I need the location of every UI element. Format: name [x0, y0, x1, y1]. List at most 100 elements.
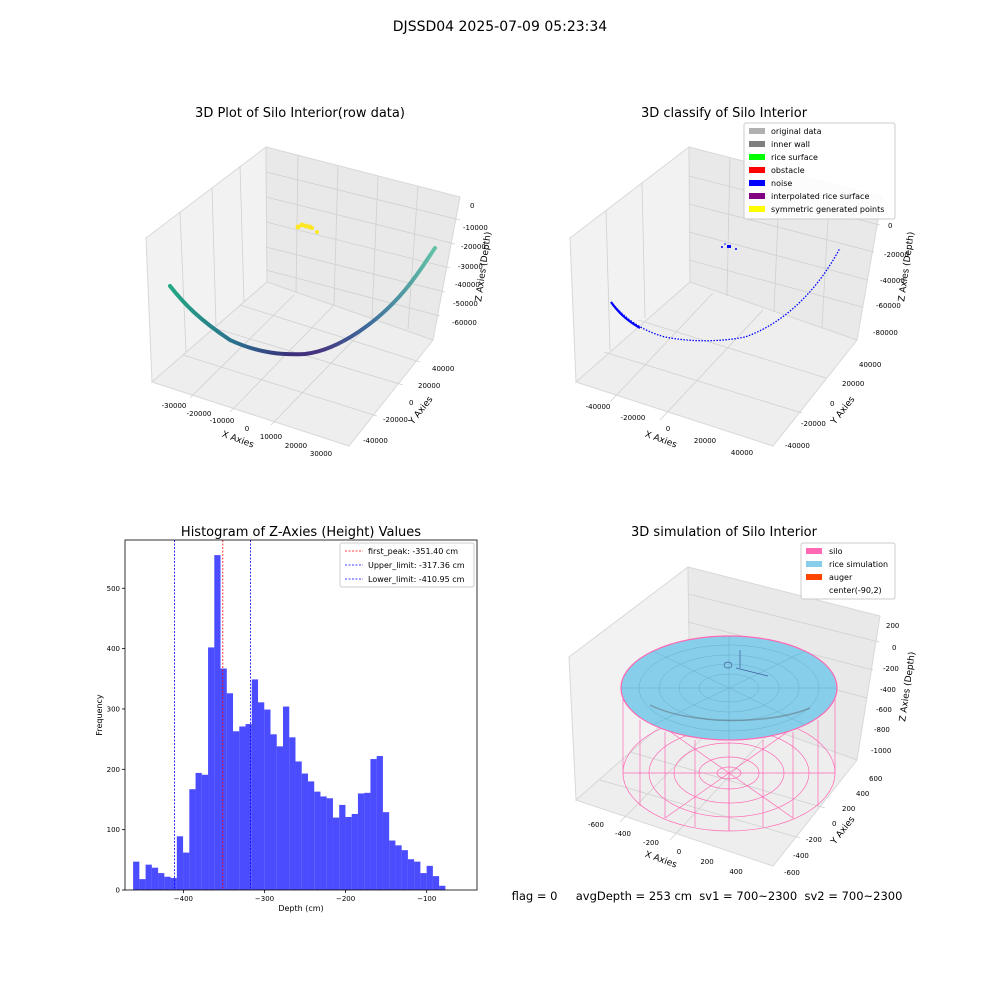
panel2-y-ticks: -40000 -20000 0 20000 40000 — [785, 361, 881, 450]
panel1-xtick: -10000 — [210, 417, 235, 425]
panel4-z-ticks: 200 0 -200 -400 -600 -800 -1000 — [871, 622, 899, 755]
legend-swatch-noise — [749, 180, 765, 186]
panel4-xtick: 200 — [700, 858, 713, 866]
histogram-bar — [320, 796, 327, 890]
panel4-ytick: 200 — [842, 805, 855, 813]
histogram-bar — [439, 885, 446, 890]
panel-raw-3d-plot: 3D Plot of Silo Interior(row data) — [145, 106, 494, 458]
panel4-ztick: -800 — [874, 726, 890, 734]
panel1-floor-pane — [151, 281, 434, 447]
panel1-ytick: 40000 — [432, 365, 454, 373]
legend-swatch-silo — [806, 548, 822, 554]
panel4-y-ticks: -600 -400 -200 0 200 400 600 — [784, 775, 882, 877]
legend-swatch-interpolated — [749, 193, 765, 199]
legend-swatch-inner-wall — [749, 141, 765, 147]
panel2-ytick: -20000 — [801, 420, 826, 428]
panel2-ztick: 0 — [888, 222, 892, 230]
histogram-bar — [251, 679, 259, 890]
rice-surface-mesh — [621, 636, 837, 740]
panel1-ztick: -50000 — [453, 300, 478, 308]
histogram-vlines — [174, 540, 251, 890]
panel1-xtick: 20000 — [285, 442, 307, 450]
legend-label-silo: silo — [829, 547, 843, 556]
histogram-ytick-label: 400 — [107, 645, 120, 653]
panel2-ytick: 0 — [830, 400, 834, 408]
panel4-ytick: 600 — [869, 775, 882, 783]
legend-swatch-obstacle — [749, 167, 765, 173]
histogram-xtick-label: −200 — [336, 895, 355, 903]
panel1-ztick: -40000 — [455, 281, 480, 289]
histogram-bar — [351, 813, 358, 890]
panel2-ztick: -40000 — [880, 277, 905, 285]
panel4-legend: silo rice simulation auger center(-90,2) — [800, 542, 896, 600]
panel2-xtick: -20000 — [621, 414, 646, 422]
panel1-ytick: 20000 — [418, 382, 440, 390]
panel-histogram: Histogram of Z-Axies (Height) Values −40… — [95, 525, 478, 913]
histogram-bar — [420, 873, 427, 890]
histogram-bar — [245, 724, 252, 890]
histogram-bar — [195, 772, 202, 890]
panel4-ytick: 400 — [856, 790, 869, 798]
panel2-xtick: 0 — [666, 425, 670, 433]
histogram-bar — [158, 873, 165, 890]
panel2-noise-cluster — [721, 243, 737, 250]
panel1-xtick: -30000 — [162, 402, 187, 410]
histogram-bar — [145, 864, 152, 890]
histogram-bar — [414, 861, 421, 890]
legend-label-first-peak: first_peak: -351.40 cm — [368, 547, 458, 556]
panel2-legend: original data inner wall rice surface ob… — [743, 122, 896, 220]
histogram-bar — [208, 647, 215, 890]
histogram-bar — [233, 731, 240, 890]
panel1-xtick: 10000 — [260, 433, 282, 441]
panel4-xtick: 400 — [729, 868, 742, 876]
panel1-xtick: -20000 — [187, 410, 212, 418]
histogram-bar — [339, 804, 346, 890]
panel-silo-simulation: 3D simulation of Silo Interior — [568, 525, 918, 877]
legend-label-inner-wall: inner wall — [771, 140, 810, 149]
panel2-ztick: -80000 — [873, 329, 898, 337]
histogram-bar — [176, 836, 184, 890]
panel2-xtick: 20000 — [694, 437, 716, 445]
histogram-bar — [345, 816, 352, 890]
histogram-bar — [264, 709, 271, 890]
panel1-title: 3D Plot of Silo Interior(row data) — [195, 106, 405, 121]
panel4-ztick: -600 — [876, 706, 892, 714]
panel1-scatter-points — [168, 246, 437, 357]
histogram-plot-frame — [124, 539, 478, 891]
histogram-bar — [364, 792, 371, 890]
legend-label-interpolated: interpolated rice surface — [771, 192, 869, 201]
panel2-z-ticks: 0 -20000 -40000 -60000 -80000 — [873, 222, 909, 337]
panel4-zlabel: Z Axies (Depth) — [898, 651, 918, 722]
rice-surface-shadow — [649, 704, 811, 722]
legend-label-rice-surface: rice surface — [771, 153, 818, 162]
panel4-ztick: 0 — [892, 644, 896, 652]
histogram-bar — [314, 791, 321, 890]
histogram-bar — [170, 877, 177, 890]
panel4-xtick: -600 — [588, 821, 604, 829]
panel4-xtick: -200 — [643, 839, 659, 847]
histogram-bar — [282, 706, 290, 890]
histogram-xtick-label: −100 — [417, 895, 436, 903]
histogram-bar — [164, 876, 171, 890]
histogram-bar — [326, 798, 333, 890]
legend-swatch-auger — [806, 574, 822, 580]
histogram-bar — [258, 702, 265, 890]
legend-swatch-rice-surface — [749, 154, 765, 160]
histogram-bar — [401, 850, 408, 890]
histogram-bar — [270, 734, 277, 890]
histogram-ytick-label: 200 — [107, 766, 120, 774]
histogram-bar — [139, 879, 146, 890]
histogram-bar — [239, 726, 246, 890]
panel2-ytick: 20000 — [842, 380, 864, 388]
histogram-xlabel: Depth (cm) — [278, 904, 323, 913]
panel1-ytick: -40000 — [363, 437, 388, 445]
panel4-xtick: 0 — [677, 848, 681, 856]
histogram-bar — [370, 759, 377, 890]
panel2-ztick: -60000 — [876, 302, 901, 310]
panel4-xlabel: X Axies — [643, 850, 678, 871]
histogram-x-ticks: −400 −300 −200 −100 — [174, 890, 436, 903]
histogram-bar — [382, 812, 390, 890]
panel2-xlabel: X Axies — [643, 430, 678, 451]
panel4-ztick: -400 — [880, 686, 896, 694]
panel2-zlabel: Z Axies (Depth) — [897, 231, 917, 302]
